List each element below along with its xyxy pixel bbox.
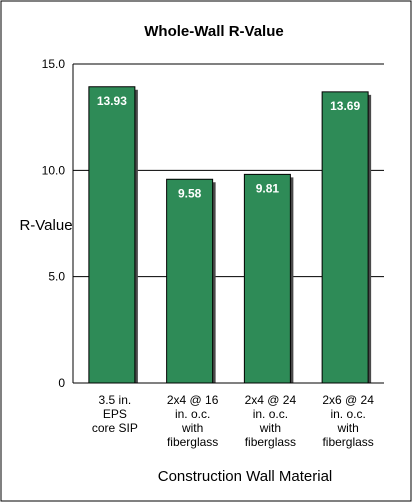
category-label: 2x4 @ 16 [167,393,219,407]
data-label: 9.58 [178,186,202,200]
category-label: with [259,421,281,435]
y-tick-label: 5.0 [48,270,65,284]
chart-title: Whole-Wall R-Value [144,23,283,40]
category-label: core SIP [92,421,138,435]
category-label: 2x6 @ 24 [322,393,374,407]
data-label: 9.81 [256,181,280,195]
category-label: in. o.c. [175,407,210,421]
y-tick-label: 10.0 [42,163,66,177]
category-label: in. o.c. [253,407,288,421]
category-label: fiberglass [245,435,296,449]
category-label: fiberglass [167,435,218,449]
bar [321,91,369,384]
y-tick-label: 0 [58,376,65,390]
data-label: 13.69 [330,99,360,113]
y-tick-label: 15.0 [42,57,66,71]
bar [243,173,291,384]
category-label: with [181,421,203,435]
bar [88,86,136,384]
category-label: in. o.c. [330,407,365,421]
y-axis-label: R-Value [19,217,72,234]
data-label: 13.93 [97,94,127,108]
bar [166,178,214,384]
category-label: fiberglass [322,435,373,449]
y-tick-labels: 0 5.0 10.0 15.0 [42,57,66,390]
bars: 13.93 9.58 9.81 13.69 [73,86,384,384]
category-label: 2x4 @ 24 [245,393,297,407]
x-axis-label: Construction Wall Material [158,468,333,485]
category-label: 3.5 in. [99,393,132,407]
category-label: with [336,421,358,435]
category-label: EPS [103,407,127,421]
